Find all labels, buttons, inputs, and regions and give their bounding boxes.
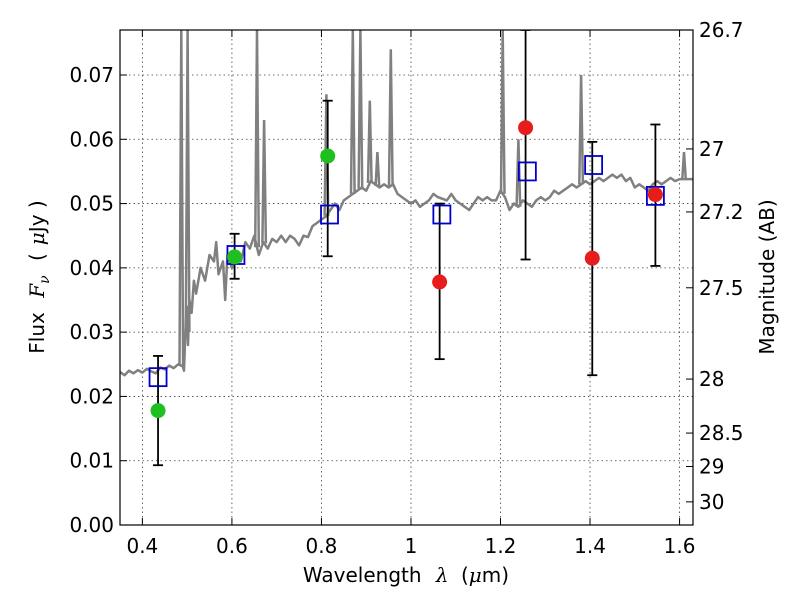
model-photometry-box bbox=[517, 161, 537, 182]
y2-axis-ticks: 26.7 27 27.2 27.5 28 28.5 29 30 bbox=[686, 18, 744, 514]
model-photometry-box bbox=[148, 367, 168, 388]
x-tick-label: 0.8 bbox=[306, 534, 338, 558]
emission-line-spike bbox=[357, 30, 364, 189]
model-photometry-box bbox=[320, 204, 339, 225]
y2-tick-label: 27.5 bbox=[699, 276, 744, 300]
y-axis-title: Flux Fν (μJy ) bbox=[25, 200, 54, 353]
model-photometry-box bbox=[645, 185, 665, 206]
emission-line-spike bbox=[681, 152, 688, 180]
y-tick-label: 0.00 bbox=[69, 513, 114, 537]
y-axis-ticks: 0.00 0.01 0.02 0.03 0.04 0.05 0.06 0.07 bbox=[69, 63, 127, 537]
x-tick-label: 1 bbox=[405, 534, 418, 558]
emission-line-spike bbox=[499, 30, 506, 194]
emission-line-spike bbox=[184, 30, 191, 333]
y2-tick-label: 28.5 bbox=[699, 421, 744, 445]
x-tick-label: 0.4 bbox=[126, 534, 158, 558]
emission-line-spike bbox=[178, 30, 185, 366]
emission-line-spike bbox=[349, 30, 356, 194]
y-tick-label: 0.02 bbox=[69, 384, 114, 408]
emission-line-spike bbox=[253, 30, 261, 248]
emission-line-spike bbox=[374, 152, 381, 186]
observed-point bbox=[584, 250, 600, 266]
x-tick-label: 1.2 bbox=[485, 534, 517, 558]
observed-point bbox=[518, 120, 534, 136]
y2-tick-label: 27.2 bbox=[699, 200, 744, 224]
y2-tick-label: 29 bbox=[699, 455, 724, 479]
model-photometry-box bbox=[432, 204, 452, 225]
y2-tick-label: 27 bbox=[699, 137, 724, 161]
observed-points bbox=[150, 120, 663, 419]
y-tick-label: 0.04 bbox=[69, 256, 114, 280]
y-tick-label: 0.03 bbox=[69, 320, 114, 344]
observed-point bbox=[320, 148, 336, 164]
y2-tick-label: 26.7 bbox=[699, 18, 744, 42]
emission-lines bbox=[178, 30, 688, 366]
model-photometry-box bbox=[584, 155, 604, 175]
observed-point bbox=[432, 274, 448, 290]
y2-tick-label: 28 bbox=[699, 367, 724, 391]
x-axis-ticks: 0.4 0.6 0.8 1 1.2 1.4 1.6 bbox=[126, 30, 695, 558]
emission-line-spike bbox=[366, 100, 373, 184]
model-spectrum-line bbox=[120, 173, 693, 377]
plot-area bbox=[120, 30, 693, 467]
grid-lines bbox=[120, 30, 693, 526]
x-tick-label: 1.4 bbox=[574, 534, 606, 558]
y2-tick-label: 30 bbox=[699, 490, 724, 514]
emission-line-spike bbox=[387, 49, 394, 186]
observed-point bbox=[647, 187, 663, 203]
y-tick-label: 0.06 bbox=[69, 127, 114, 151]
emission-line-spike bbox=[515, 139, 522, 207]
y-tick-label: 0.05 bbox=[69, 192, 114, 216]
plot-frame bbox=[119, 29, 694, 526]
y2-axis-title: Magnitude (AB) bbox=[755, 199, 779, 354]
emission-line-spike bbox=[261, 119, 268, 244]
observed-point bbox=[150, 403, 166, 419]
y-tick-label: 0.01 bbox=[69, 449, 114, 473]
emission-line-spike bbox=[578, 74, 585, 185]
x-tick-label: 0.6 bbox=[216, 534, 248, 558]
observed-point bbox=[227, 249, 243, 265]
x-tick-label: 1.6 bbox=[664, 534, 696, 558]
y-tick-label: 0.07 bbox=[69, 63, 114, 87]
x-axis-title: Wavelength λ (μm) bbox=[303, 563, 509, 587]
